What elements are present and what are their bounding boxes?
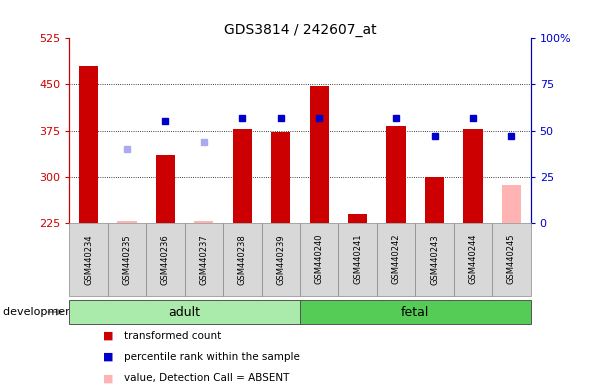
- Bar: [156, 155, 175, 223]
- Text: ■: ■: [103, 352, 113, 362]
- Text: GSM440242: GSM440242: [391, 234, 400, 285]
- Text: value, Detection Call = ABSENT: value, Detection Call = ABSENT: [124, 373, 289, 383]
- Text: ■: ■: [103, 373, 113, 383]
- Text: GSM440236: GSM440236: [161, 234, 170, 285]
- Bar: [463, 129, 482, 223]
- Text: development stage: development stage: [3, 307, 111, 317]
- Text: transformed count: transformed count: [124, 331, 221, 341]
- Text: ■: ■: [103, 331, 113, 341]
- Text: GSM440234: GSM440234: [84, 234, 93, 285]
- Text: GSM440238: GSM440238: [238, 234, 247, 285]
- Text: GSM440244: GSM440244: [469, 234, 478, 285]
- Text: percentile rank within the sample: percentile rank within the sample: [124, 352, 300, 362]
- Title: GDS3814 / 242607_at: GDS3814 / 242607_at: [224, 23, 376, 37]
- Text: GSM440240: GSM440240: [315, 234, 324, 285]
- Text: GSM440239: GSM440239: [276, 234, 285, 285]
- Text: GSM440235: GSM440235: [122, 234, 131, 285]
- Text: GSM440241: GSM440241: [353, 234, 362, 285]
- Bar: [118, 221, 137, 223]
- Text: GSM440237: GSM440237: [200, 234, 209, 285]
- Text: GSM440243: GSM440243: [430, 234, 439, 285]
- Bar: [348, 214, 367, 223]
- Text: GSM440245: GSM440245: [507, 234, 516, 285]
- Bar: [387, 126, 406, 223]
- Bar: [309, 86, 329, 223]
- Bar: [233, 129, 252, 223]
- Bar: [79, 66, 98, 223]
- Bar: [271, 132, 291, 223]
- Bar: [194, 221, 213, 223]
- Bar: [425, 177, 444, 223]
- Bar: [502, 185, 521, 223]
- Text: adult: adult: [169, 306, 201, 318]
- Text: fetal: fetal: [401, 306, 429, 318]
